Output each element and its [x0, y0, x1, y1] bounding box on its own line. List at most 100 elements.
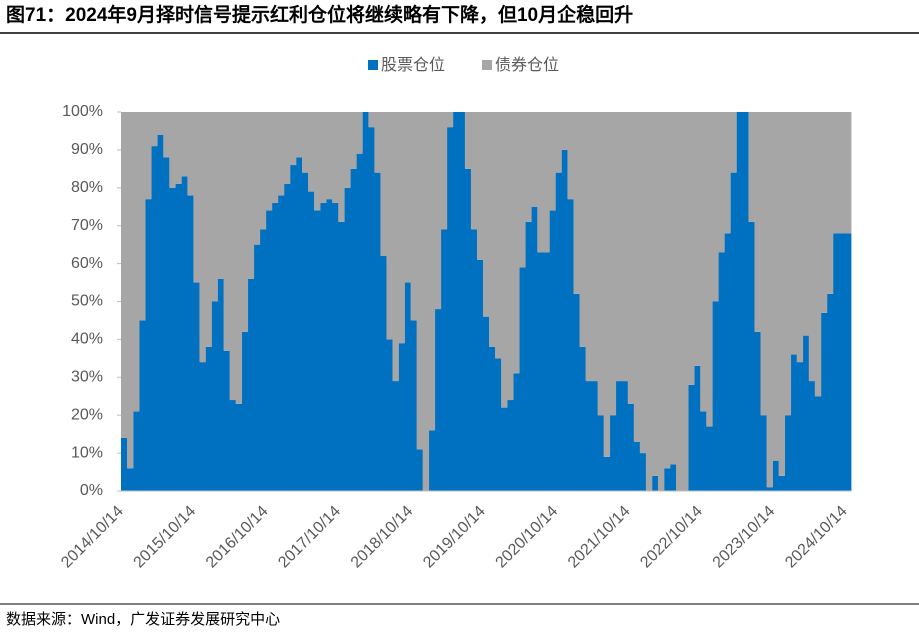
- bar-segment: [392, 112, 399, 382]
- bar-segment: [308, 112, 315, 192]
- bar-segment: [428, 112, 436, 431]
- bar-segment: [772, 112, 780, 461]
- bar-segment: [181, 176, 188, 491]
- bar-segment: [187, 195, 194, 491]
- bar-segment: [163, 157, 170, 492]
- bar-segment: [808, 381, 816, 491]
- bar-segment: [271, 112, 279, 203]
- bar-segment: [537, 112, 544, 253]
- bar-segment: [223, 112, 230, 351]
- bar-segment: [253, 112, 261, 245]
- bar-segment: [440, 229, 448, 492]
- bar-segment: [151, 146, 158, 492]
- bar-segment: [356, 112, 363, 154]
- bar-segment: [718, 252, 725, 491]
- bar-segment: [537, 252, 544, 491]
- bar-segment: [416, 112, 424, 450]
- bar-segment: [513, 373, 520, 491]
- bar-segment: [814, 396, 822, 491]
- bar-segment: [193, 112, 200, 283]
- bar-segment: [519, 267, 526, 491]
- bar-segment: [682, 112, 689, 491]
- bar-segment: [627, 403, 635, 491]
- bar-segment: [832, 233, 840, 491]
- legend-swatch: [368, 60, 378, 70]
- bar-segment: [778, 112, 786, 476]
- bar-segment: [844, 233, 852, 491]
- bar-segment: [410, 320, 418, 491]
- bar-segment: [169, 112, 176, 188]
- bar-segment: [573, 112, 580, 294]
- bar-segment: [380, 112, 387, 257]
- bar-segment: [700, 112, 707, 412]
- bar-segment: [555, 112, 562, 173]
- bar-segment: [748, 112, 755, 222]
- bar-segment: [295, 112, 303, 158]
- bar-segment: [175, 184, 182, 491]
- bar-segment: [404, 112, 411, 283]
- bar-segment: [489, 112, 496, 347]
- bar-segment: [501, 407, 508, 491]
- bar-segment: [145, 112, 152, 200]
- bar-segment: [591, 381, 599, 491]
- bar-segment: [724, 112, 731, 234]
- bar-segment: [609, 112, 617, 416]
- bar-segment: [301, 112, 309, 173]
- x-tick-label: 2024/10/14: [782, 503, 851, 572]
- bar-segment: [838, 112, 846, 234]
- bar-segment: [199, 362, 206, 491]
- bar-segment: [350, 112, 357, 169]
- bar-segment: [386, 112, 393, 340]
- bar-segment: [543, 112, 550, 253]
- bar-segment: [531, 112, 538, 207]
- bar-segment: [730, 172, 737, 491]
- bar-segment: [802, 112, 810, 336]
- bar-segment: [151, 112, 158, 147]
- bar-segment: [760, 415, 767, 491]
- bar-segment: [259, 229, 267, 492]
- bar-segment: [501, 112, 508, 408]
- bar-segment: [187, 112, 194, 196]
- bar-segment: [133, 112, 140, 412]
- bar-segment: [820, 312, 828, 491]
- y-tick-label: 40%: [71, 331, 103, 348]
- bar-segment: [657, 112, 665, 491]
- bar-segment: [772, 460, 780, 491]
- bar-segment: [121, 437, 128, 491]
- bar-segment: [748, 221, 755, 491]
- bar-segment: [410, 112, 418, 321]
- bar-segment: [344, 112, 351, 188]
- x-tick-label: 2016/10/14: [203, 503, 272, 572]
- bar-segment: [543, 252, 550, 491]
- bar-segment: [205, 112, 212, 347]
- bar-segment: [295, 157, 303, 492]
- bar-segment: [832, 112, 840, 234]
- bar-segment: [796, 362, 804, 491]
- bar-segment: [573, 293, 580, 491]
- bar-segment: [229, 400, 237, 491]
- bar-segment: [525, 221, 532, 491]
- bar-segment: [301, 172, 309, 491]
- bar-segment: [235, 112, 243, 404]
- bar-segment: [814, 112, 822, 397]
- bar-segment: [356, 153, 363, 491]
- bar-segment: [561, 112, 568, 150]
- y-tick-label: 70%: [71, 217, 103, 234]
- bar-segment: [211, 112, 218, 302]
- legend-swatch: [482, 60, 492, 70]
- bar-segment: [718, 112, 725, 253]
- bar-segment: [766, 112, 773, 488]
- bar-segment: [476, 259, 484, 491]
- bar-segment: [217, 112, 224, 279]
- bar-segment: [633, 441, 641, 491]
- x-tick-label: 2020/10/14: [493, 503, 562, 572]
- bar-segment: [350, 168, 357, 491]
- bar-segment: [694, 365, 701, 491]
- bar-segment: [670, 464, 677, 491]
- bar-segment: [404, 282, 411, 491]
- bar-segment: [489, 346, 496, 491]
- bar-segment: [470, 112, 478, 230]
- bar-segment: [277, 112, 285, 196]
- bar-segment: [314, 210, 321, 492]
- bar-segment: [585, 381, 592, 491]
